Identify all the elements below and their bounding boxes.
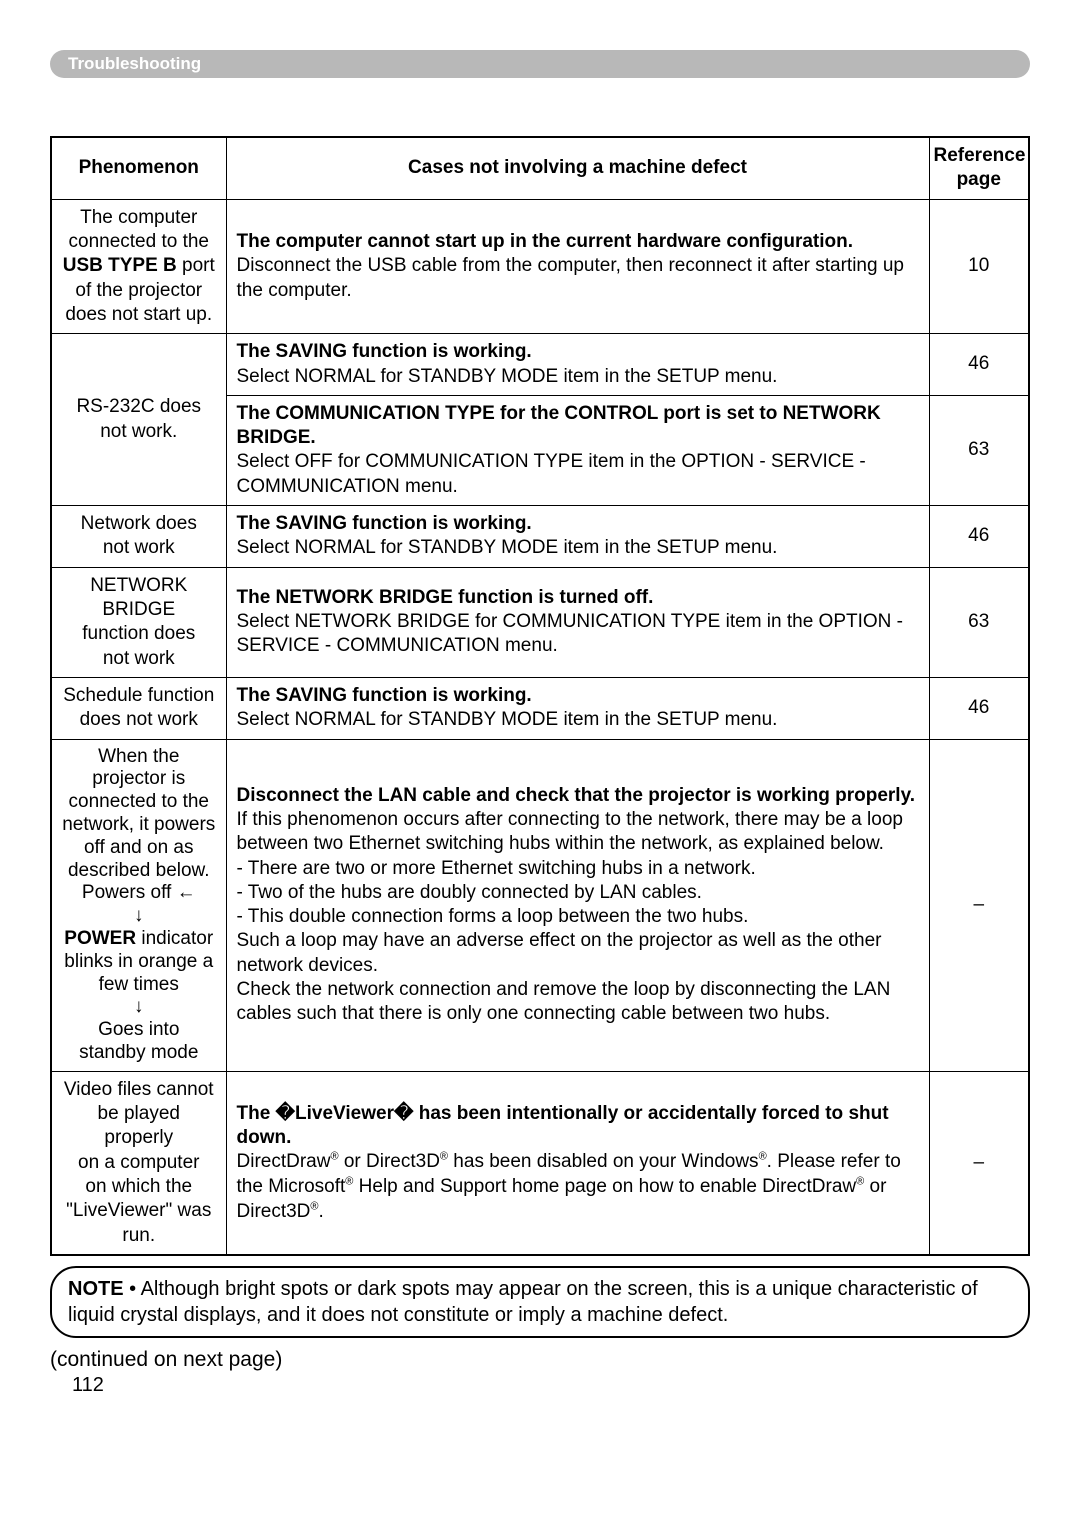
reference-cell: 46 (929, 677, 1029, 739)
note-label: NOTE (68, 1278, 124, 1300)
reference-cell: 63 (929, 395, 1029, 505)
note-box: NOTE • Although bright spots or dark spo… (50, 1266, 1030, 1338)
table-row: Schedule functiondoes not workThe SAVING… (51, 677, 1029, 739)
reference-cell: 10 (929, 199, 1029, 334)
table-row: Video files cannotbe played properlyon a… (51, 1071, 1029, 1255)
table-row: NETWORKBRIDGEfunction doesnot workThe NE… (51, 567, 1029, 677)
table-row: Network doesnot workThe SAVING function … (51, 506, 1029, 568)
continued-text: (continued on next page) (50, 1348, 1030, 1372)
phenomenon-cell: Video files cannotbe played properlyon a… (51, 1071, 226, 1255)
table-row: RS-232C doesnot work.The SAVING function… (51, 334, 1029, 396)
section-header: Troubleshooting (50, 50, 1030, 78)
note-body: • Although bright spots or dark spots ma… (68, 1278, 978, 1326)
case-cell: The �LiveViewer� has been intentionally … (226, 1071, 929, 1255)
phenomenon-cell: Network doesnot work (51, 506, 226, 568)
th-cases: Cases not involving a machine defect (226, 137, 929, 199)
reference-cell: 46 (929, 506, 1029, 568)
subtitle-placeholder (50, 98, 1030, 122)
phenomenon-cell: When theprojector isconnected to thenetw… (51, 739, 226, 1071)
reference-cell: – (929, 739, 1029, 1071)
phenomenon-cell: RS-232C doesnot work. (51, 334, 226, 506)
case-cell: The SAVING function is working.Select NO… (226, 334, 929, 396)
case-cell: The SAVING function is working.Select NO… (226, 506, 929, 568)
case-cell: The computer cannot start up in the curr… (226, 199, 929, 334)
reference-cell: 63 (929, 567, 1029, 677)
reference-cell: – (929, 1071, 1029, 1255)
th-reference: Reference page (929, 137, 1029, 199)
page-number: 112 (50, 1374, 1030, 1397)
case-cell: The COMMUNICATION TYPE for the CONTROL p… (226, 395, 929, 505)
case-cell: The SAVING function is working.Select NO… (226, 677, 929, 739)
case-cell: Disconnect the LAN cable and check that … (226, 739, 929, 1071)
table-row: When theprojector isconnected to thenetw… (51, 739, 1029, 1071)
th-phenomenon: Phenomenon (51, 137, 226, 199)
phenomenon-cell: NETWORKBRIDGEfunction doesnot work (51, 567, 226, 677)
phenomenon-cell: The computerconnected to theUSB TYPE B p… (51, 199, 226, 334)
table-row: The computerconnected to theUSB TYPE B p… (51, 199, 1029, 334)
case-cell: The NETWORK BRIDGE function is turned of… (226, 567, 929, 677)
troubleshooting-table: Phenomenon Cases not involving a machine… (50, 136, 1030, 1256)
phenomenon-cell: Schedule functiondoes not work (51, 677, 226, 739)
reference-cell: 46 (929, 334, 1029, 396)
